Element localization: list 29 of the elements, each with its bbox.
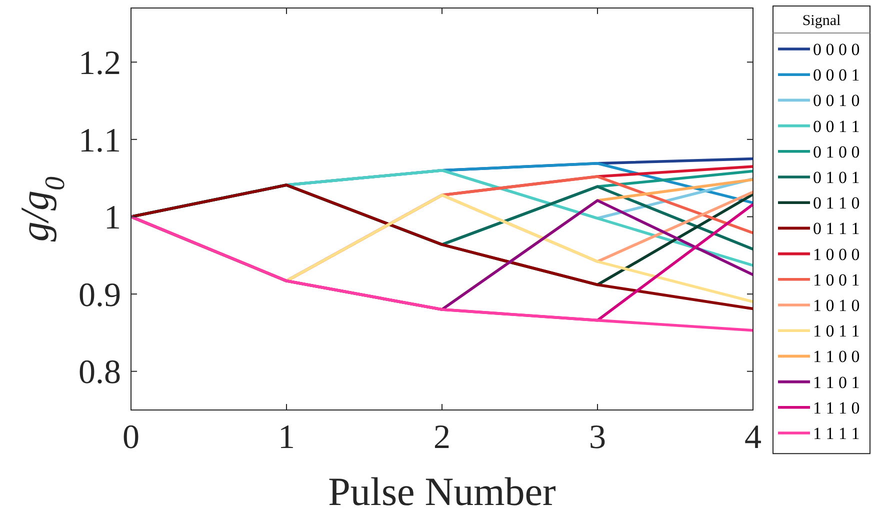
legend-label: 0 0 1 0 xyxy=(813,91,860,110)
y-tick-label: 1 xyxy=(104,200,121,237)
legend-label: 1 1 1 0 xyxy=(813,398,860,418)
line-series xyxy=(130,215,754,332)
legend-label: 1 1 0 1 xyxy=(813,372,860,392)
legend-label: 1 1 0 0 xyxy=(813,347,860,366)
legend-label: 0 1 1 0 xyxy=(813,194,860,213)
legend-label: 1 1 1 1 xyxy=(813,424,860,443)
x-tick-label: 0 xyxy=(122,419,140,456)
legend-label: 0 0 1 1 xyxy=(813,116,860,136)
x-tick-label: 1 xyxy=(278,419,295,456)
y-tick-label: 0.8 xyxy=(78,354,121,392)
x-axis-title: Pulse Number xyxy=(328,469,556,514)
legend-label: 1 0 0 1 xyxy=(813,270,860,290)
legend-label: 0 1 1 1 xyxy=(813,219,860,238)
y-tick-label: 0.9 xyxy=(78,276,121,314)
legend-label: 0 0 0 0 xyxy=(813,40,860,59)
legend-label: 1 0 0 0 xyxy=(813,244,860,264)
legend-label: 0 1 0 0 xyxy=(813,142,860,162)
y-tick-label: 1.2 xyxy=(78,45,121,82)
legend-label: 0 1 0 1 xyxy=(813,168,860,187)
x-tick-label: 3 xyxy=(589,419,606,456)
x-tick-label: 4 xyxy=(744,419,762,456)
legend-label: 0 0 0 1 xyxy=(813,66,860,85)
legend-label: 1 0 1 1 xyxy=(813,322,860,341)
legend-label: 1 0 1 0 xyxy=(813,296,860,315)
legend-title: Signal xyxy=(802,13,841,29)
x-tick-label: 2 xyxy=(434,419,450,456)
y-tick-label: 1.1 xyxy=(78,122,121,160)
